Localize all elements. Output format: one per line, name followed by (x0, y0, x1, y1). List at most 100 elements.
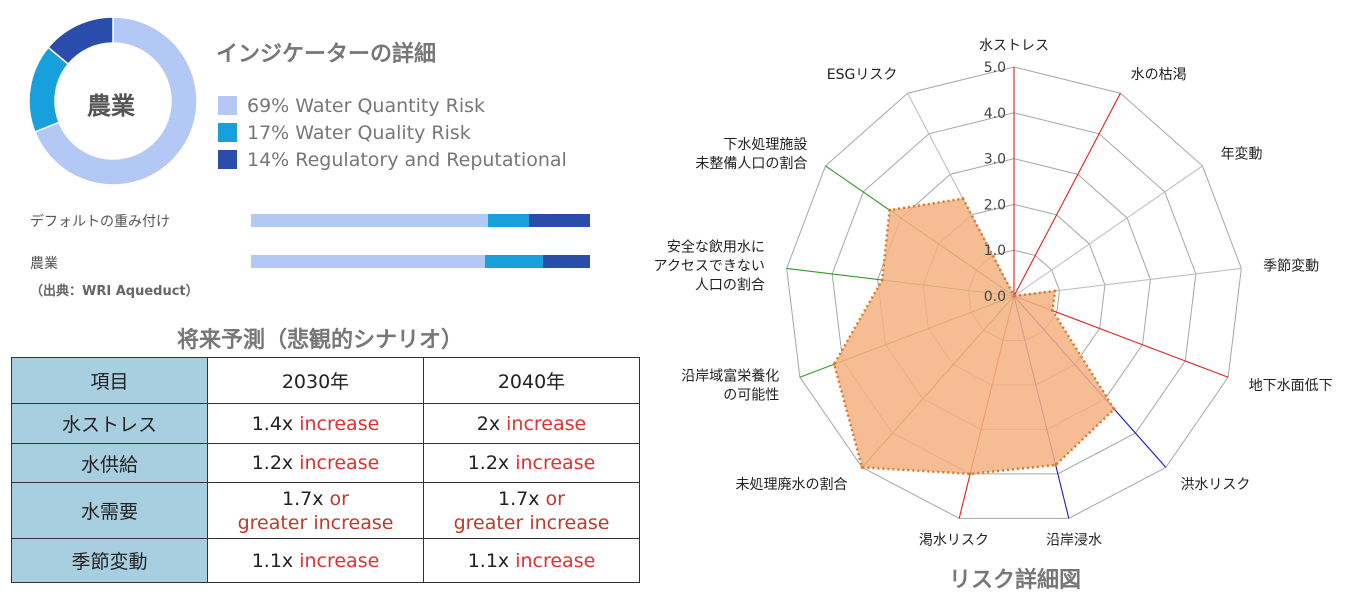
radar-point (880, 278, 884, 282)
legend-item-regulatory: 14% Regulatory and Reputational (218, 146, 567, 173)
forecast-table: 項目 2030年 2040年 水ストレス 1.4x increase 2x in… (11, 357, 640, 583)
table-row: 水需要 1.7x or greater increase 1.7x or great… (11, 482, 640, 539)
cell-change: increase (299, 452, 380, 474)
donut-chart (28, 16, 198, 186)
donut-center-label: 農業 (87, 92, 135, 120)
indicator-title: インジケーターの詳細 (216, 42, 437, 67)
legend-swatch-quality (218, 123, 237, 142)
indicator-legend: 69% Water Quantity Risk 17% Water Qualit… (218, 92, 567, 173)
cell-change: increase (515, 549, 596, 572)
radar-axis-label: 水ストレス (979, 38, 1049, 54)
legend-swatch-quantity (218, 96, 237, 115)
radar-point (832, 362, 836, 366)
cell-change: or (545, 487, 565, 510)
radar-spoke (1013, 165, 1203, 297)
row-label: 季節変動 (11, 538, 208, 583)
radar-tick-label: 1.0 (984, 243, 1006, 259)
cell-2030: 1.1x increase (207, 538, 424, 583)
source-note: （出典：WRI Aqueduct） (30, 284, 199, 299)
cell-change: increase (299, 412, 380, 435)
weight-bar-segment-2 (542, 255, 590, 268)
weight-bar-segment-1 (484, 255, 543, 268)
row-label: 水ストレス (11, 403, 208, 444)
weight-bar-segment-0 (251, 214, 489, 227)
cell-number: 1.1x (467, 549, 516, 572)
radar-axis-label: 洪水リスク (1180, 477, 1250, 493)
cell-change-line2: greater increase (453, 511, 610, 534)
forecast-title: 将来予測（悲観的シナリオ） (176, 328, 463, 353)
default-weight-bar (251, 214, 590, 227)
cell-change-line2: greater increase (237, 511, 394, 534)
cell-number: 1.7x (498, 487, 546, 510)
radar-point (860, 465, 864, 469)
cell-number: 1.2x (467, 452, 516, 474)
donut-segment-0 (33, 16, 198, 186)
weight-bar-segment-1 (488, 214, 529, 227)
table-header-2030: 2030年 (207, 357, 424, 404)
radar-axis-label: 沿岸域富栄養化の可能性 (681, 368, 779, 404)
radar-axis-label: 沿岸浸水 (1046, 533, 1102, 549)
radar-tick-label: 5.0 (984, 60, 1006, 76)
legend-text-quality: 17% Water Quality Risk (247, 121, 471, 144)
cell-2030: 1.7x or greater increase (207, 482, 424, 539)
cell-2040: 2x increase (423, 403, 640, 444)
agriculture-weight-label: 農業 (30, 256, 58, 272)
cell-change: increase (515, 452, 596, 474)
weight-bar-segment-2 (528, 214, 590, 227)
radar-tick-label: 0.0 (984, 289, 1006, 305)
cell-number: 1.4x (251, 412, 300, 435)
radar-ring (786, 66, 1242, 519)
radar-series-area (832, 197, 1116, 476)
cell-change: increase (506, 412, 587, 435)
radar-title: リスク詳細図 (948, 568, 1081, 593)
table-row: 水供給 1.2x increase 1.2x increase (11, 443, 640, 483)
radar-ring (831, 112, 1197, 475)
cell-number: 1.7x (282, 487, 330, 510)
cell-change: increase (299, 549, 380, 572)
cell-number: 1.2x (251, 452, 300, 474)
radar-chart: 0.0 1.0 2.0 3.0 4.0 5.0 水ストレス水の枯渇年変動季節変動地下水面低下… (654, 38, 1333, 549)
radar-axis-label: 年変動 (1221, 145, 1263, 162)
table-row: 季節変動 1.1x increase 1.1x increase (11, 538, 640, 583)
default-weight-label: デフォルトの重み付け (30, 214, 170, 230)
donut-segment-2 (47, 16, 114, 66)
radar-axis-label: 下水処理施設未整備人口の割合 (695, 137, 807, 172)
radar-axis-label: 未処理廃水の割合 (736, 476, 848, 493)
legend-swatch-regulatory (218, 150, 237, 169)
cell-2040: 1.7x or greater increase (423, 482, 640, 539)
legend-text-regulatory: 14% Regulatory and Reputational (247, 148, 567, 171)
radar-point (1012, 294, 1016, 298)
table-header-row: 項目 2030年 2040年 (11, 357, 640, 404)
radar-point (1112, 407, 1116, 411)
radar-point (888, 208, 892, 212)
cell-change: or (329, 487, 349, 510)
radar-point (961, 197, 965, 201)
cell-2030: 1.2x increase (207, 443, 424, 483)
radar-point (968, 472, 972, 476)
cell-number: 2x (476, 412, 507, 435)
table-header-2040: 2040年 (423, 357, 640, 404)
cell-2040: 1.2x increase (423, 443, 640, 483)
radar-tick-label: 3.0 (984, 152, 1006, 168)
cell-2030: 1.4x increase (207, 403, 424, 444)
radar-axis-label: 安全な飲用水にアクセスできない人口の割合 (654, 239, 765, 294)
table-header-item: 項目 (11, 357, 208, 404)
radar-point (1054, 463, 1058, 467)
legend-item-quality: 17% Water Quality Risk (218, 119, 567, 146)
row-label: 水供給 (11, 443, 208, 483)
radar-axis-label: 渇水リスク (919, 533, 989, 549)
weight-bar-segment-0 (251, 255, 485, 268)
radar-axis-label: ESGリスク (827, 67, 898, 83)
legend-item-quantity: 69% Water Quantity Risk (218, 92, 567, 119)
radar-spoke (1013, 92, 1121, 297)
cell-number: 1.1x (251, 549, 300, 572)
radar-axis-label: 季節変動 (1263, 258, 1319, 275)
cell-2040: 1.1x increase (423, 538, 640, 583)
radar-tick-label: 2.0 (984, 197, 1006, 213)
radar-axis-label: 水の枯渇 (1131, 67, 1187, 83)
radar-point (1053, 289, 1057, 293)
radar-tick-label: 4.0 (984, 106, 1006, 122)
row-label: 水需要 (11, 482, 208, 539)
agriculture-weight-bar (251, 255, 590, 268)
radar-point (1051, 309, 1055, 313)
